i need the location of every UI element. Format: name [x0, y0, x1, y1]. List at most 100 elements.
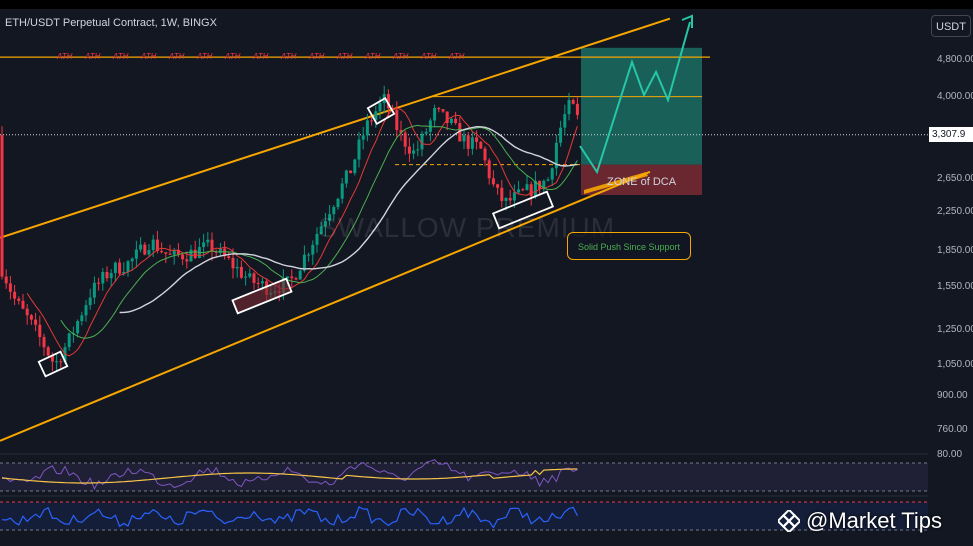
bear-candle	[227, 256, 231, 258]
bull-candle	[76, 321, 80, 334]
bear-candle	[571, 99, 575, 104]
projection-arrowhead	[681, 14, 693, 28]
bull-candle	[126, 261, 130, 272]
ath-label: ATH	[197, 52, 213, 61]
bull-candle	[340, 183, 344, 199]
bear-candle	[42, 337, 46, 348]
price-axis-tick: 1,050.00	[937, 359, 973, 371]
oscillator-band	[0, 502, 928, 530]
bear-candle	[239, 266, 243, 278]
bear-candle	[50, 355, 54, 362]
bear-candle	[252, 273, 256, 283]
bear-candle	[160, 251, 164, 253]
bear-candle	[17, 298, 21, 301]
bull-candle	[416, 149, 420, 151]
bear-candle	[155, 239, 159, 252]
bear-candle	[407, 146, 411, 154]
bear-candle	[500, 187, 504, 201]
bear-candle	[529, 184, 533, 196]
watermark: SWALLOW PREMIUM	[318, 212, 616, 243]
bull-candle	[151, 239, 155, 251]
bull-candle	[470, 137, 474, 149]
bear-candle	[483, 148, 487, 161]
upper-channel-touch	[366, 96, 396, 126]
price-axis-tick: 4,000.00	[937, 90, 973, 102]
bull-candle	[525, 184, 529, 191]
bear-candle	[25, 308, 29, 316]
price-axis-tick: 900.00	[937, 390, 968, 402]
price-axis-tick: 1,550.00	[937, 280, 973, 292]
bull-candle	[344, 170, 348, 184]
ath-label: ATH	[57, 52, 73, 61]
lower-channel-touch-3	[491, 190, 555, 230]
bear-candle	[210, 239, 214, 252]
bull-candle	[563, 114, 567, 128]
bull-candle	[286, 276, 290, 279]
bear-candle	[403, 132, 407, 147]
bear-candle	[193, 249, 197, 258]
bull-candle	[504, 197, 508, 201]
bull-candle	[235, 266, 239, 269]
bull-candle	[357, 139, 361, 160]
candles-group	[0, 85, 579, 372]
bear-candle	[508, 197, 512, 201]
oscillator-panel	[0, 495, 928, 531]
ath-label: ATH	[365, 52, 381, 61]
bull-candle	[298, 270, 302, 280]
bull-candle	[248, 273, 252, 277]
currency-selector[interactable]: USDT	[931, 15, 971, 37]
current-price-tag: 3,307.9	[929, 127, 973, 142]
bull-candle	[113, 262, 117, 274]
brand-handle: @Market Tips	[778, 508, 942, 534]
bear-candle	[475, 137, 479, 142]
bull-candle	[323, 220, 327, 227]
bull-candle	[172, 249, 176, 255]
bear-candle	[59, 361, 63, 363]
bear-candle	[4, 276, 8, 284]
brand-text: @Market Tips	[806, 508, 943, 533]
bull-candle	[512, 192, 516, 201]
bear-candle	[458, 123, 462, 142]
oscillator-line	[1, 506, 578, 529]
price-axis-tick: 760.00	[937, 424, 968, 435]
bear-candle	[466, 135, 470, 149]
bear-candle	[34, 319, 38, 325]
bear-candle	[231, 257, 235, 269]
bear-candle	[118, 262, 122, 274]
bear-candle	[496, 184, 500, 188]
target-zone	[581, 47, 702, 165]
bull-candle	[428, 120, 432, 132]
bull-candle	[206, 239, 210, 243]
bull-candle	[92, 282, 96, 298]
symbol-title: ETH/USDT Perpetual Contract, 1W, BINGX	[5, 17, 217, 29]
bull-candle	[412, 150, 416, 154]
bear-candle	[399, 130, 403, 133]
rsi-signal-line	[1, 468, 578, 484]
rsi-panel	[0, 453, 928, 492]
bear-candle	[521, 189, 525, 191]
bull-candle	[361, 135, 365, 140]
bull-candle	[307, 254, 311, 256]
bull-candle	[542, 180, 546, 190]
bull-candle	[517, 189, 521, 193]
bear-candle	[38, 324, 42, 338]
bear-candle	[164, 252, 168, 254]
ath-label: ATH	[253, 52, 269, 61]
binance-diamond-icon	[778, 510, 800, 532]
dca-zone-label: ZONE of DCA	[607, 176, 677, 188]
price-axis-tick: 1,250.00	[937, 324, 973, 336]
bull-candle	[319, 226, 323, 234]
bull-candle	[67, 333, 71, 348]
ath-label: ATH	[141, 52, 157, 61]
ema-fast-line	[26, 107, 578, 357]
lower-channel-touch-2	[231, 277, 293, 315]
bear-candle	[13, 291, 17, 299]
bull-candle	[374, 111, 378, 121]
bear-candle	[290, 276, 294, 279]
bear-candle	[370, 120, 374, 122]
bull-candle	[84, 305, 88, 316]
bull-candle	[550, 168, 554, 180]
bear-candle	[97, 282, 101, 284]
